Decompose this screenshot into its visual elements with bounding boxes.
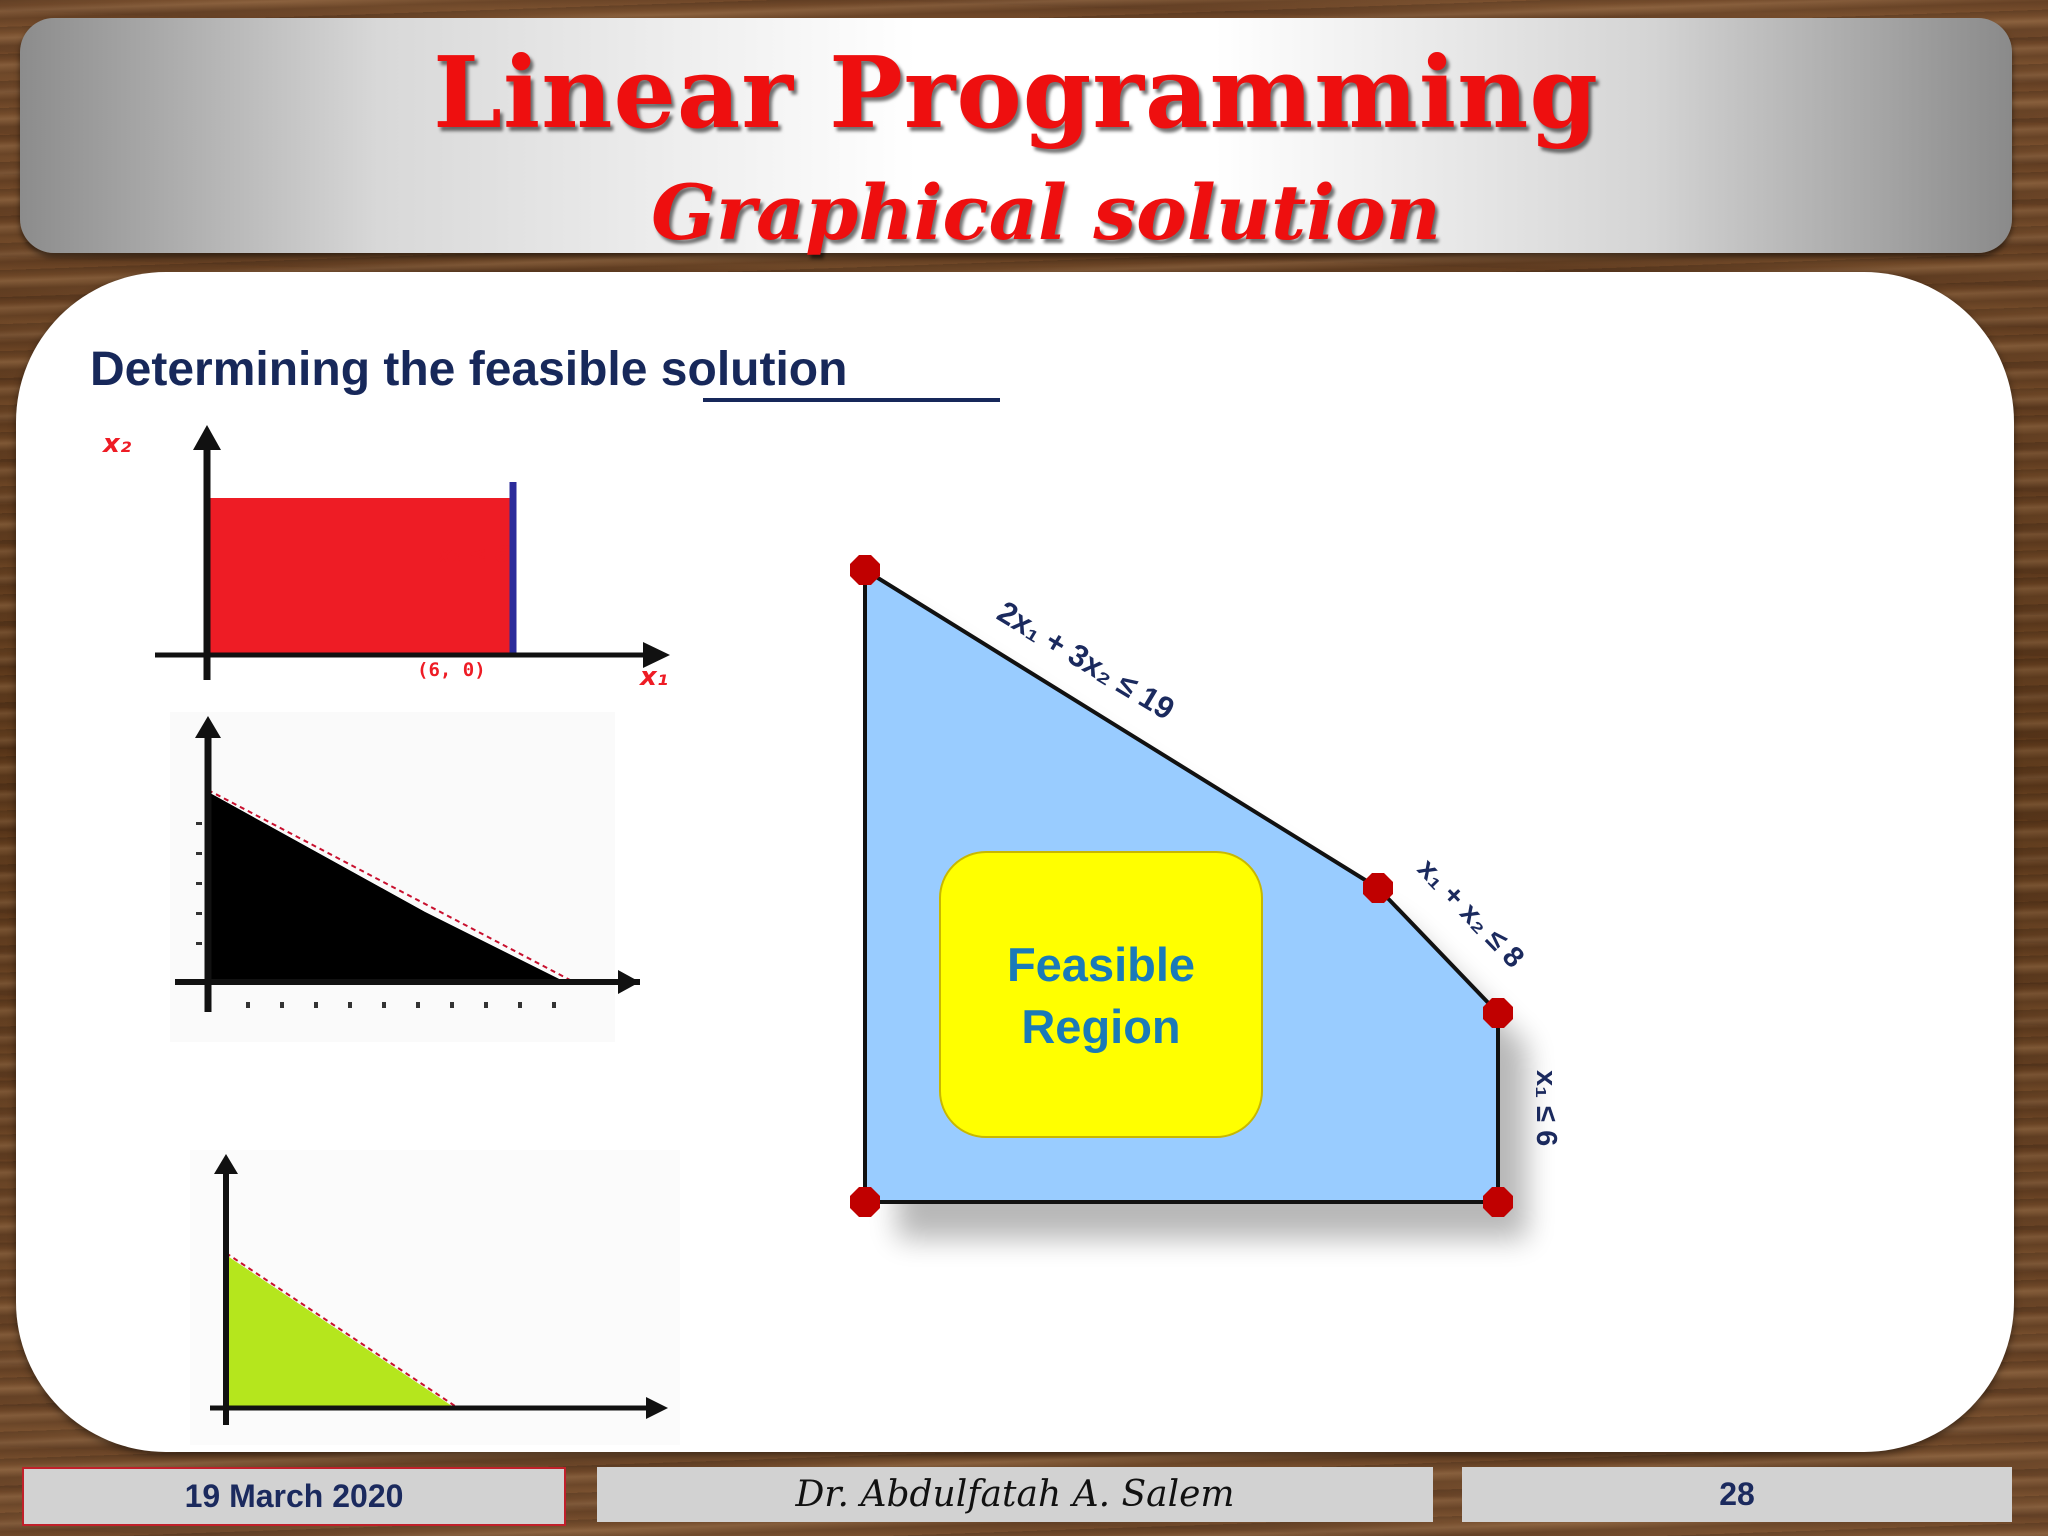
constraint-label: x₁ ≤ 6 [436, 543, 510, 568]
y-axis-arrow [214, 1154, 238, 1174]
vertex-point [850, 555, 880, 585]
feasible-region-diagram: Feasible Region 2x₁ + 3x₂ ≤ 19 x₁ + x₂ ≤… [850, 555, 1562, 1239]
heading-underline [703, 398, 1000, 402]
point-label: (6, 0) [417, 659, 486, 681]
shaded-region-green [226, 1255, 455, 1408]
slide-title: Linear Programming [433, 36, 1599, 151]
boundary-line [225, 1252, 459, 1409]
constraint-graph-x1-x2-le-8 [190, 1150, 680, 1445]
x-axis-arrow [643, 642, 670, 668]
x-axis-label: x₁ [638, 662, 668, 692]
feasible-label-line2: Region [1021, 1000, 1180, 1053]
section-heading: Determining the feasible solution [90, 343, 848, 396]
shaded-region-black [208, 792, 565, 982]
footer-date: 19 March 2020 [22, 1467, 566, 1526]
y-axis-arrow [193, 425, 221, 450]
y-axis-arrow [195, 716, 221, 738]
vertex-point [850, 1187, 880, 1217]
vertex-point [1483, 1187, 1513, 1217]
feasible-region-label-box [939, 851, 1263, 1138]
constraint-graph-2x1-3x2 [170, 712, 640, 1042]
vertex-point [1483, 998, 1513, 1028]
title-banner: Linear Programming Graphical solution [20, 18, 2012, 257]
slide-subtitle: Graphical solution [651, 168, 1441, 257]
footer-page-number: 28 [1462, 1467, 2012, 1522]
x-axis-arrow [618, 970, 640, 994]
constraint-label-x1-le-6: x₁ ≤ 6 [1530, 1070, 1562, 1146]
constraint-graph-x1-le-6: x₂ x₁ x₁ ≤ 6 (6, 0) [101, 425, 670, 692]
vertex-markers [850, 555, 1513, 1217]
feasible-label-line1: Feasible [1007, 938, 1195, 991]
y-axis-label: x₂ [101, 429, 132, 459]
x-axis-ticks [246, 1002, 556, 1008]
x-axis-arrow [646, 1397, 668, 1419]
shaded-region-red [207, 498, 512, 653]
vertex-point [1363, 873, 1393, 903]
y-axis-ticks [196, 822, 202, 945]
footer-author: Dr. Abdulfatah A. Salem [597, 1467, 1433, 1522]
